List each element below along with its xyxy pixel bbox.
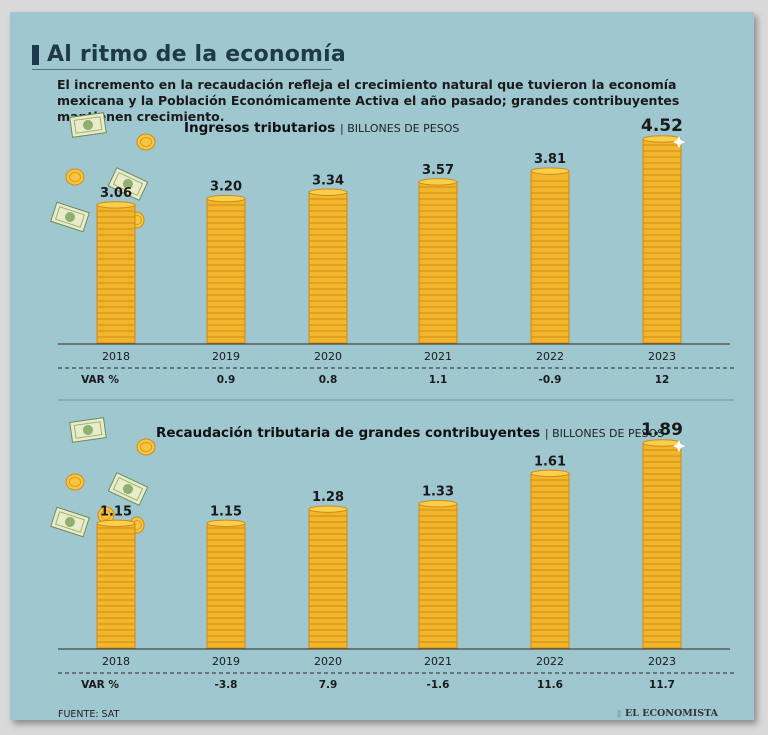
chart2-bar-2020 <box>308 505 348 649</box>
chart1-var-2021: 1.1 <box>429 374 448 386</box>
chart2-var-2020: 7.9 <box>319 679 338 691</box>
chart1-tick-2020: 2020 <box>314 350 342 363</box>
chart1-var-2019: 0.9 <box>217 374 236 386</box>
chart1-sparkle-icon <box>673 136 685 148</box>
chart1-bar-2021 <box>418 178 458 344</box>
chart2-tick-2018: 2018 <box>102 655 130 668</box>
chart2-value-label-2020: 1.28 <box>312 490 344 505</box>
subtitle: El incremento en la recaudación refleja … <box>57 77 680 124</box>
chart2-bar-2022 <box>530 469 570 649</box>
chart1-var-2023: 12 <box>655 374 670 386</box>
page-title: Al ritmo de la economía <box>47 42 346 67</box>
source-note: FUENTE: SAT <box>58 709 120 720</box>
chart1-heading: Ingresos tributarios | BILLONES DE PESOS <box>184 120 460 136</box>
chart2-var-label: VAR % <box>81 679 119 691</box>
chart2-tick-2019: 2019 <box>212 655 240 668</box>
chart2-tick-2021: 2021 <box>424 655 452 668</box>
chart2-var-2019: -3.8 <box>215 679 238 691</box>
chart1-value-label-2019: 3.20 <box>210 180 242 195</box>
chart2-value-label-2018: 1.15 <box>100 504 132 519</box>
brand-logo: ▮ EL ECONOMISTA <box>616 708 718 719</box>
chart2-bar-2019 <box>206 519 246 649</box>
chart1-title: Ingresos tributarios <box>184 120 336 136</box>
chart2-var-2023: 11.7 <box>649 679 675 691</box>
chart1-value-label-2020: 3.34 <box>312 173 344 188</box>
chart1-tick-2018: 2018 <box>102 350 130 363</box>
chart2-sparkle-icon <box>673 440 685 452</box>
title-underline <box>32 69 332 70</box>
chart1-var-label: VAR % <box>81 374 119 386</box>
charts-svg: 3.06 3.20 3.34 3.57 3.81 4.52 2018 2019 2020 2021… <box>50 112 734 691</box>
chart1-tick-2023: 2023 <box>648 350 676 363</box>
chart1-value-label-2022: 3.81 <box>534 152 566 167</box>
chart2-bar-2023 <box>642 439 682 649</box>
chart2-value-label-2022: 1.61 <box>534 454 566 469</box>
chart2-var-2021: -1.6 <box>427 679 450 691</box>
chart2-var-2022: 11.6 <box>537 679 563 691</box>
chart2-tick-2023: 2023 <box>648 655 676 668</box>
chart1-bar-2022 <box>530 167 570 344</box>
chart2-title: Recaudación tributaria de grandes contri… <box>156 425 541 441</box>
chart1-value-label-2023: 4.52 <box>641 116 683 136</box>
chart2-value-label-2023: 1.89 <box>641 420 683 440</box>
chart1-bar-2020 <box>308 188 348 344</box>
chart2-heading: Recaudación tributaria de grandes contri… <box>156 425 665 441</box>
chart2-bar-2021 <box>418 500 458 649</box>
chart1-var-2020: 0.8 <box>319 374 338 386</box>
chart2-value-label-2021: 1.33 <box>422 485 454 500</box>
chart1-bar-2023 <box>642 135 682 344</box>
chart1-unit: BILLONES DE PESOS <box>347 122 460 135</box>
chart1-tick-2019: 2019 <box>212 350 240 363</box>
chart2-tick-2022: 2022 <box>536 655 564 668</box>
chart2-unit: BILLONES DE PESOS <box>552 427 665 440</box>
chart1-tick-2022: 2022 <box>536 350 564 363</box>
chart1-value-label-2021: 3.57 <box>422 163 454 178</box>
chart2-value-label-2019: 1.15 <box>210 504 242 519</box>
chart1-bar-2018 <box>96 201 136 344</box>
chart1-value-label-2018: 3.06 <box>100 186 132 201</box>
title-accent-bar <box>32 44 39 65</box>
chart2-bar-2018 <box>96 519 136 649</box>
infographic-card: Al ritmo de la economía El incremento en… <box>10 12 754 720</box>
chart1-bar-2019 <box>206 194 246 344</box>
title-block: Al ritmo de la economía <box>32 42 346 67</box>
money-decoration-icon-2 <box>50 417 156 538</box>
chart1-var-2022: -0.9 <box>539 374 562 386</box>
chart2-tick-2020: 2020 <box>314 655 342 668</box>
chart1-tick-2021: 2021 <box>424 350 452 363</box>
